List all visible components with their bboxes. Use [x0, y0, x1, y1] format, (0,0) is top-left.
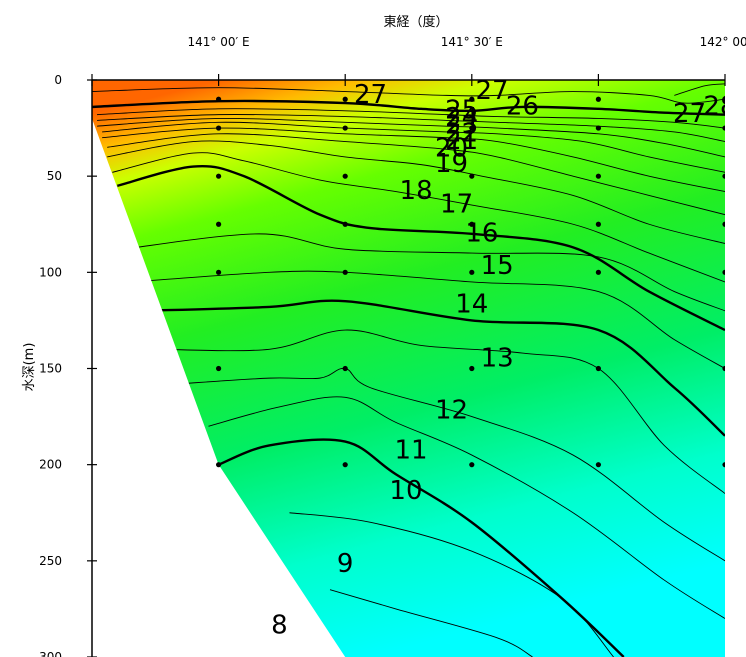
- station-dot: [595, 96, 602, 102]
- contour-line-18: [112, 152, 725, 283]
- contour-label: 26: [506, 91, 539, 121]
- contour-line-17: [117, 164, 725, 332]
- station-dot: [595, 365, 602, 372]
- contour-label: 16: [465, 218, 498, 248]
- contour-line-28: [674, 83, 725, 96]
- station-dot: [216, 269, 222, 275]
- contour-label: 9: [337, 549, 354, 579]
- station-dot: [469, 173, 475, 179]
- x-axis-title: 東経（度）: [383, 14, 448, 30]
- seabed-mask: [92, 118, 346, 657]
- station-dot: [722, 365, 725, 372]
- contour-label: 25: [445, 95, 478, 125]
- y-tick-label: 250: [39, 554, 62, 568]
- contour-line-24: [97, 114, 725, 142]
- y-tick-label: 200: [39, 458, 62, 472]
- contour-label: 27: [673, 99, 706, 129]
- station-dot: [595, 173, 602, 179]
- station-dot: [722, 173, 725, 179]
- contour-line-16: [122, 233, 725, 312]
- contour-label: 20: [435, 134, 468, 164]
- contour-line-10: [218, 438, 625, 657]
- y-tick-label: 150: [39, 362, 62, 376]
- contour-line-15: [132, 270, 725, 369]
- station-dot: [342, 173, 348, 179]
- contour-label: 13: [481, 343, 514, 373]
- station-dot: [216, 221, 222, 227]
- station-dot: [722, 96, 725, 102]
- contour-line-19: [107, 140, 725, 244]
- contour-label: 11: [394, 436, 427, 466]
- station-dot: [342, 125, 348, 131]
- station-dot: [216, 462, 222, 468]
- station-dot: [216, 96, 222, 102]
- station-dot: [216, 365, 222, 372]
- x-tick-label: 141° 00′ E: [188, 35, 250, 49]
- contour-lines: [92, 83, 725, 657]
- y-axis-title: 水深(m): [22, 343, 37, 392]
- station-dot: [722, 221, 725, 227]
- station-dot: [342, 365, 348, 372]
- station-dot: [469, 462, 475, 468]
- contour-label: 14: [455, 290, 488, 320]
- station-dot: [469, 221, 475, 227]
- contour-label: 8: [271, 611, 288, 641]
- station-dots: [216, 96, 725, 468]
- contour-label: 15: [481, 251, 514, 281]
- station-dot: [722, 462, 725, 468]
- contour-line-8: [329, 589, 533, 657]
- contour-label: 23: [445, 111, 478, 141]
- station-dot: [469, 365, 475, 372]
- y-tick-label: 300: [39, 650, 62, 657]
- contour-line-20: [107, 133, 725, 216]
- contour-label: 17: [440, 190, 473, 220]
- station-dot: [595, 462, 602, 468]
- station-dot: [469, 125, 475, 131]
- contour-line-27: [92, 87, 725, 104]
- contour-line-12: [178, 367, 725, 562]
- x-tick-label: 142° 00′: [700, 35, 746, 49]
- station-dot: [595, 125, 602, 131]
- station-dot: [342, 462, 348, 468]
- contour-line-25: [97, 108, 725, 129]
- station-dot: [722, 269, 725, 275]
- station-dot: [469, 269, 475, 275]
- y-tick-label: 0: [54, 73, 62, 87]
- station-dot: [216, 125, 222, 131]
- x-tick-label: 141° 30′ E: [441, 35, 503, 49]
- station-dot: [469, 96, 475, 102]
- contour-line-23: [97, 117, 725, 158]
- contour-label: 22: [445, 118, 478, 148]
- contour-line-26: [92, 99, 725, 116]
- contour-label: 24: [445, 103, 478, 133]
- contour-label: 19: [435, 149, 468, 179]
- contour-line-22: [102, 121, 725, 173]
- contour-label: 10: [389, 476, 422, 506]
- y-tick-label: 50: [47, 169, 62, 183]
- contour-label: 27: [476, 76, 509, 106]
- contour-label: 27: [354, 80, 387, 110]
- station-dot: [595, 269, 602, 275]
- contour-label: 12: [435, 395, 468, 425]
- contour-label: 28: [703, 91, 736, 121]
- station-dot: [342, 96, 348, 102]
- station-dot: [342, 221, 348, 227]
- contour-line-13: [157, 329, 725, 494]
- station-dot: [216, 173, 222, 179]
- contour-line-14: [142, 299, 725, 437]
- contour-label: 18: [400, 176, 433, 206]
- axes: 141° 00′ E 141° 30′ E 142° 00′ 0 50 100 150 200…: [39, 35, 746, 657]
- station-dot: [722, 125, 725, 131]
- contour-label: 21: [445, 126, 478, 156]
- contour-line-11: [208, 396, 725, 619]
- station-dot: [342, 269, 348, 275]
- y-tick-label: 100: [39, 265, 62, 279]
- station-dot: [595, 221, 602, 227]
